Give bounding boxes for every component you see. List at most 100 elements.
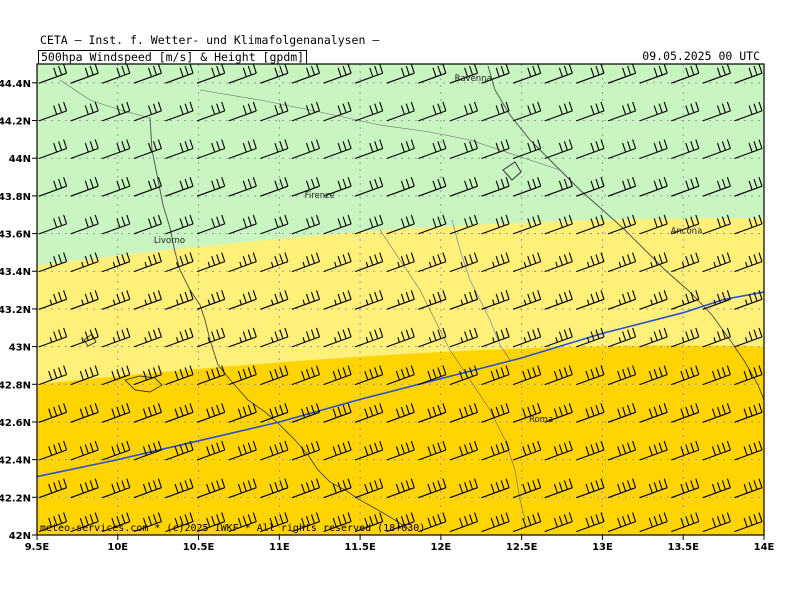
wind-barb <box>291 365 321 386</box>
wind-barb <box>228 139 257 160</box>
wind-barb <box>418 403 447 423</box>
wind-barb <box>260 177 289 197</box>
wind-barb <box>734 177 763 197</box>
wind-barb <box>639 252 668 273</box>
wind-barb <box>291 440 321 461</box>
wind-barb <box>323 440 352 461</box>
wind-barb <box>165 139 194 160</box>
wind-barb <box>260 478 289 499</box>
wind-barb <box>386 327 415 348</box>
wind-barb <box>386 512 415 533</box>
wind-barb <box>196 139 226 160</box>
wind-barb <box>639 403 668 423</box>
wind-barb <box>196 327 226 348</box>
wind-barb <box>323 177 352 197</box>
wind-barb <box>671 252 700 273</box>
wind-barb <box>639 478 668 499</box>
x-tick-label: 10E <box>107 542 128 553</box>
wind-barb <box>386 177 415 197</box>
wind-barb <box>734 252 763 273</box>
wind-barb <box>671 64 700 84</box>
wind-barb <box>481 327 510 348</box>
wind-barb <box>228 327 257 348</box>
wind-barb <box>291 512 321 533</box>
wind-barb <box>196 214 226 235</box>
y-tick-label: 44.4N <box>0 79 31 90</box>
wind-barb <box>449 101 479 122</box>
wind-barb <box>386 365 415 386</box>
wind-barb <box>671 440 700 461</box>
wind-barb <box>260 403 289 423</box>
wind-barb <box>702 440 731 461</box>
wind-barb <box>102 139 131 160</box>
wind-barb <box>165 440 194 461</box>
wind-barb <box>70 252 99 273</box>
wind-barb <box>544 101 573 122</box>
wind-barb <box>323 252 352 273</box>
wind-barb <box>512 512 542 533</box>
wind-barb <box>544 290 573 310</box>
wind-barb <box>576 214 605 235</box>
wind-barb <box>418 290 447 310</box>
wind-barb <box>196 478 226 499</box>
wind-barb <box>323 327 352 348</box>
wind-barb <box>702 214 731 235</box>
wind-barb <box>671 327 700 348</box>
wind-barb <box>418 64 447 84</box>
wind-barb <box>607 327 637 348</box>
wind-barb <box>228 64 257 84</box>
wind-barb <box>512 101 542 122</box>
city-labels: Ravenna Firenze Livorno Ancona Roma <box>154 74 702 425</box>
city-label: Roma <box>529 415 553 425</box>
wind-barb <box>354 403 384 423</box>
wind-barb <box>544 139 573 160</box>
wind-barb <box>734 101 763 122</box>
wind-barb <box>102 512 131 533</box>
y-tick-label: 43.4N <box>0 267 31 278</box>
wind-barb <box>354 101 384 122</box>
wind-barb <box>228 365 257 386</box>
wind-barb <box>576 327 605 348</box>
wind-barb <box>102 440 131 461</box>
wind-barb <box>133 478 162 499</box>
wind-barb <box>133 252 162 273</box>
wind-barb <box>70 327 99 348</box>
x-axis-ticks: 9.5E 10E 10.5E 11E 11.5E 12E 12.5E 13E 13.5E 14E <box>25 535 775 553</box>
wind-barb <box>418 139 447 160</box>
wind-barb <box>418 252 447 273</box>
wind-barb <box>639 440 668 461</box>
wind-barb <box>165 290 194 310</box>
band-green <box>37 64 764 266</box>
wind-barb <box>228 512 257 533</box>
wind-barb <box>734 512 763 533</box>
y-tick-label: 44N <box>9 154 31 165</box>
wind-barb <box>512 252 542 273</box>
wind-barb <box>260 252 289 273</box>
y-tick-label: 43.8N <box>0 192 31 203</box>
wind-barb <box>354 290 384 310</box>
city-label: Ravenna <box>455 74 492 84</box>
wind-barb <box>576 64 605 84</box>
wind-barb <box>702 512 731 533</box>
adriatic-coastline <box>487 65 764 401</box>
wind-barb <box>102 327 131 348</box>
wind-barb <box>291 252 321 273</box>
wind-barb <box>133 139 162 160</box>
wind-barb <box>102 478 131 499</box>
wind-barb <box>481 214 510 235</box>
wind-barb <box>639 365 668 386</box>
wind-barb <box>291 177 321 197</box>
wind-barb <box>386 214 415 235</box>
lake-trasimeno <box>502 161 522 181</box>
wind-barb <box>102 252 131 273</box>
wind-barb <box>70 512 99 533</box>
wind-barb <box>607 101 637 122</box>
wind-barb <box>512 403 542 423</box>
wind-barb <box>449 365 479 386</box>
wind-barb <box>38 327 68 348</box>
river-tiber <box>451 219 511 361</box>
y-axis-ticks: 42N 42.2N 42.4N 42.6N 42.8N 43N 43.2N 43.4N 43.6… <box>0 79 37 542</box>
wind-barb <box>481 440 510 461</box>
y-tick-label: 42.8N <box>0 380 31 391</box>
wind-barb <box>671 290 700 310</box>
